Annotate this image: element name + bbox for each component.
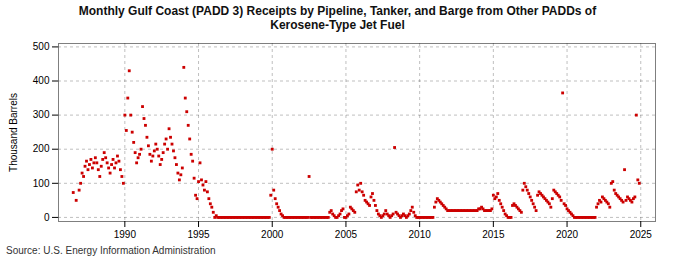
- svg-text:0: 0: [44, 211, 50, 222]
- svg-text:Thousand Barrels: Thousand Barrels: [8, 93, 19, 172]
- svg-text:500: 500: [33, 41, 50, 52]
- svg-text:2005: 2005: [335, 228, 358, 239]
- html-text:Monthly Gulf Coast (PADD 3) Re: Monthly Gulf Coast (PADD 3) Receipts by …: [78, 4, 597, 33]
- svg-text:2015: 2015: [482, 228, 505, 239]
- svg-text:1990: 1990: [114, 228, 137, 239]
- svg-text:200: 200: [33, 143, 50, 154]
- svg-text:2000: 2000: [261, 228, 284, 239]
- html-text:Source: U.S. Energy Informatio: Source: U.S. Energy Information Administ…: [6, 244, 216, 256]
- svg-text:300: 300: [33, 109, 50, 120]
- svg-text:2025: 2025: [630, 228, 653, 239]
- svg-text:2010: 2010: [409, 228, 432, 239]
- svg-text:100: 100: [33, 177, 50, 188]
- svg-text:2020: 2020: [556, 228, 579, 239]
- svg-text:400: 400: [33, 75, 50, 86]
- svg-text:1995: 1995: [187, 228, 210, 239]
